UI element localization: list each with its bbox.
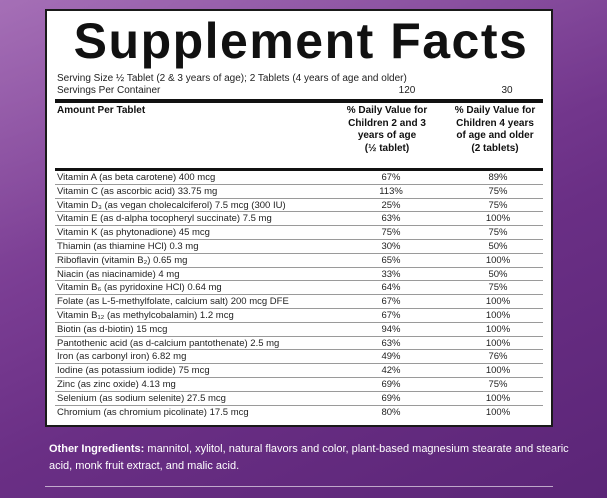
dv-children-4-plus: 75% — [488, 185, 508, 197]
nutrient-name: Riboflavin (vitamin B₂) 0.65 mg — [57, 254, 188, 266]
dv-children-2-3: 69% — [381, 392, 401, 404]
nutrient-name: Folate (as L-5-methylfolate, calcium sal… — [57, 296, 289, 308]
nutrient-name: Selenium (as sodium selenite) 27.5 mcg — [57, 392, 226, 404]
dv-children-4-plus: 100% — [485, 392, 511, 404]
table-row: Folate (as L-5-methylfolate, calcium sal… — [55, 295, 543, 309]
servings-value-children-4-plus: 30 — [501, 85, 513, 96]
nutrient-name: Pantothenic acid (as d-calcium pantothen… — [57, 337, 280, 349]
table-row: Zinc (as zinc oxide) 4.13 mg 69% 75% — [55, 378, 543, 392]
thick-divider — [55, 99, 543, 103]
dv-children-2-3: 64% — [381, 282, 401, 294]
table-row: Vitamin K (as phytonadione) 45 mcg 75% 75% — [55, 226, 543, 240]
dv-children-4-plus: 100% — [485, 213, 511, 225]
table-row: Vitamin A (as beta carotene) 400 mcg 67% 8… — [55, 171, 543, 185]
dv-header-line: of age and older — [456, 130, 534, 141]
dv-children-2-3: 42% — [381, 365, 401, 377]
nutrient-name: Thiamin (as thiamine HCl) 0.3 mg — [57, 240, 199, 252]
dv-children-4-plus: 100% — [485, 337, 511, 349]
dv-children-4-plus: 75% — [488, 227, 508, 239]
table-row: Iron (as carbonyl iron) 6.82 mg 49% 76% — [55, 350, 543, 365]
nutrient-name: Vitamin K (as phytonadione) 45 mcg — [57, 227, 210, 239]
nutrient-name: Vitamin D₃ (as vegan cholecalciferol) 7.… — [57, 199, 286, 211]
dv-header-children-2-3: % Daily Value for Children 2 and 3 years… — [337, 105, 437, 155]
other-ingredients-text: mannitol, xylitol, natural flavors and c… — [49, 443, 569, 472]
table-row: Niacin (as niacinamide) 4 mg 33% 50% — [55, 268, 543, 282]
dv-children-2-3: 67% — [381, 172, 401, 183]
dv-children-4-plus: 50% — [488, 240, 508, 252]
dv-header-line: % Daily Value for — [454, 105, 536, 116]
serving-size: Serving Size ½ Tablet (2 & 3 years of ag… — [57, 73, 407, 84]
table-row: Vitamin D₃ (as vegan cholecalciferol) 7.… — [55, 199, 543, 213]
dv-children-2-3: 75% — [381, 227, 401, 239]
dv-children-4-plus: 100% — [485, 296, 511, 308]
dv-children-4-plus: 100% — [485, 365, 511, 377]
other-ingredients-label: Other Ingredients: — [49, 443, 145, 455]
dv-children-4-plus: 75% — [488, 282, 508, 294]
table-row: Thiamin (as thiamine HCl) 0.3 mg 30% 50% — [55, 240, 543, 254]
table-row: Vitamin E (as d-alpha tocopheryl succina… — [55, 212, 543, 227]
dv-header-line: % Daily Value for — [346, 105, 428, 116]
dv-children-2-3: 25% — [381, 199, 401, 211]
dv-header-line: Children 4 years — [456, 117, 534, 129]
amount-header: Amount Per Tablet — [57, 105, 146, 116]
table-row: Riboflavin (vitamin B₂) 0.65 mg 65% 100% — [55, 254, 543, 268]
dv-children-4-plus: 100% — [485, 309, 511, 321]
nutrient-name: Vitamin A (as beta carotene) 400 mcg — [57, 172, 216, 183]
dv-header-line: years of age — [357, 130, 417, 141]
servings-label: Servings Per Container — [57, 85, 161, 96]
dv-children-2-3: 30% — [381, 240, 401, 252]
dv-children-4-plus: 100% — [485, 406, 511, 418]
dv-children-4-plus: 100% — [485, 323, 511, 335]
table-row: Selenium (as sodium selenite) 27.5 mcg 69… — [55, 392, 543, 406]
table-row: Vitamin B₆ (as pyridoxine HCl) 0.64 mg 64… — [55, 281, 543, 296]
table-row: Vitamin B₁₂ (as methylcobalamin) 1.2 mcg… — [55, 309, 543, 323]
nutrient-table: Vitamin A (as beta carotene) 400 mcg 67% 8… — [55, 171, 543, 419]
dv-children-2-3: 63% — [381, 213, 401, 225]
dv-children-2-3: 65% — [381, 254, 401, 266]
dv-children-4-plus: 89% — [488, 172, 508, 183]
nutrient-name: Chromium (as chromium picolinate) 17.5 m… — [57, 406, 249, 418]
nutrient-name: Iodine (as potassium iodide) 75 mcg — [57, 365, 210, 377]
dv-header-children-4-plus: % Daily Value for Children 4 years of ag… — [445, 105, 545, 155]
nutrient-name: Niacin (as niacinamide) 4 mg — [57, 268, 180, 280]
nutrient-name: Vitamin B₁₂ (as methylcobalamin) 1.2 mcg — [57, 309, 234, 321]
dv-children-4-plus: 76% — [488, 351, 508, 363]
table-row: Vitamin C (as ascorbic acid) 33.75 mg 113… — [55, 185, 543, 199]
dv-children-4-plus: 75% — [488, 378, 508, 390]
table-row: Iodine (as potassium iodide) 75 mcg 42% 10… — [55, 364, 543, 378]
dv-children-2-3: 67% — [381, 296, 401, 308]
nutrient-name: Vitamin B₆ (as pyridoxine HCl) 0.64 mg — [57, 282, 222, 294]
dv-children-2-3: 94% — [381, 323, 401, 335]
nutrient-name: Vitamin C (as ascorbic acid) 33.75 mg — [57, 185, 218, 197]
dv-children-2-3: 33% — [381, 268, 401, 280]
bottom-divider — [45, 486, 553, 487]
dv-children-2-3: 80% — [381, 406, 401, 418]
thick-divider — [55, 168, 543, 171]
panel-title: Supplement Facts — [73, 13, 529, 69]
dv-children-2-3: 67% — [381, 309, 401, 321]
other-ingredients: Other Ingredients: mannitol, xylitol, na… — [49, 441, 569, 475]
nutrient-name: Zinc (as zinc oxide) 4.13 mg — [57, 378, 176, 390]
dv-children-2-3: 69% — [381, 378, 401, 390]
dv-children-4-plus: 75% — [488, 199, 508, 211]
dv-children-4-plus: 50% — [488, 268, 508, 280]
dv-children-2-3: 49% — [381, 351, 401, 363]
servings-value-children-2-3: 120 — [398, 85, 416, 96]
table-row: Chromium (as chromium picolinate) 17.5 m… — [55, 406, 543, 420]
nutrient-name: Biotin (as d-biotin) 15 mcg — [57, 323, 168, 335]
dv-children-2-3: 113% — [379, 185, 403, 197]
dv-header-line: (2 tablets) — [471, 142, 519, 154]
table-row: Biotin (as d-biotin) 15 mcg 94% 100% — [55, 323, 543, 337]
nutrient-name: Iron (as carbonyl iron) 6.82 mg — [57, 351, 187, 363]
dv-children-2-3: 63% — [381, 337, 401, 349]
nutrient-name: Vitamin E (as d-alpha tocopheryl succina… — [57, 213, 272, 225]
dv-header-line: Children 2 and 3 — [348, 117, 426, 129]
dv-header-line: (½ tablet) — [364, 142, 410, 154]
table-row: Pantothenic acid (as d-calcium pantothen… — [55, 337, 543, 351]
dv-children-4-plus: 100% — [485, 254, 511, 266]
servings-per-container: Servings Per Container 120 30 — [57, 85, 541, 97]
supplement-facts-panel: Supplement Facts Serving Size ½ Tablet (… — [45, 9, 553, 427]
